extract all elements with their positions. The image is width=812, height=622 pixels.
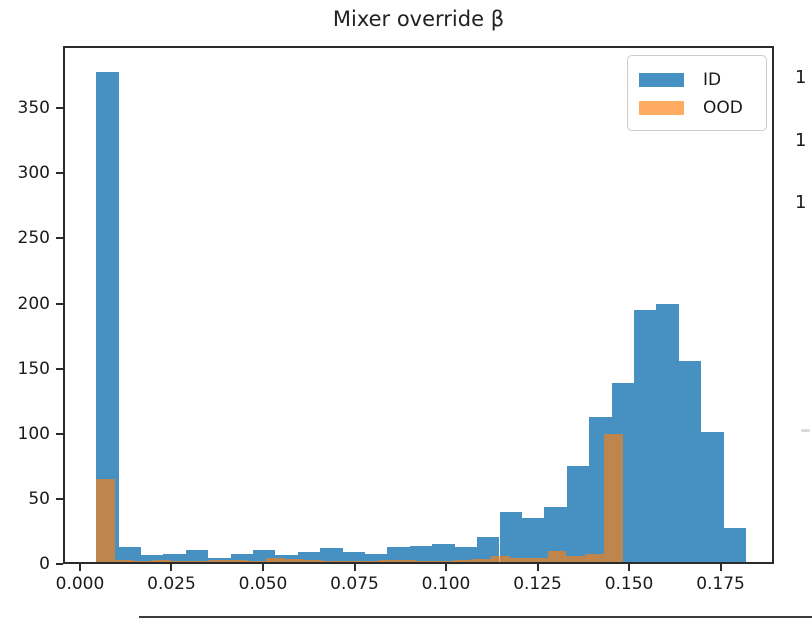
y-tick-label: 300	[17, 163, 50, 184]
y-tick-label: 350	[17, 98, 50, 119]
histogram-bar-id	[656, 303, 679, 564]
x-tick-mark	[445, 564, 448, 571]
x-tick-label: 0.025	[147, 574, 196, 594]
cropped-neighbor-fragment	[801, 429, 810, 432]
histogram-bar-id	[185, 549, 209, 564]
bottom-separator-line	[139, 616, 812, 618]
histogram-bar-id	[566, 466, 590, 564]
legend-swatch-ood	[639, 101, 684, 115]
x-tick-label: 0.075	[330, 574, 379, 594]
histogram-bar-ood	[453, 560, 473, 564]
histogram-bar-ood	[227, 560, 247, 564]
y-tick-mark	[56, 432, 63, 435]
histogram-bar-ood	[265, 557, 285, 564]
y-tick-mark	[56, 367, 63, 370]
histogram-bar-id	[633, 310, 657, 564]
histogram-bar-ood	[96, 479, 116, 564]
histogram-bar-ood	[115, 560, 134, 564]
x-tick-mark	[170, 564, 173, 571]
histogram-bar-ood	[284, 558, 304, 564]
histogram-bar-id	[432, 544, 455, 564]
cropped-tick-label: 1	[795, 192, 807, 213]
histogram-bar-id	[544, 506, 567, 564]
y-tick-label: 0	[39, 554, 50, 574]
histogram-bar-ood	[472, 558, 492, 564]
histogram-bar-id	[499, 511, 522, 564]
histogram-bar-ood	[133, 561, 153, 564]
y-tick-mark	[56, 237, 63, 240]
chart-title: Mixer override β	[332, 7, 505, 31]
histogram-bar-ood	[321, 561, 341, 564]
y-tick-label: 150	[17, 358, 50, 379]
histogram-bar-ood	[209, 560, 228, 564]
histogram-bar-id	[342, 552, 366, 564]
histogram-bar-id	[678, 360, 702, 564]
x-tick-mark	[536, 564, 539, 571]
plot-area	[63, 46, 774, 564]
cropped-tick-label: 1	[795, 130, 807, 151]
y-tick-mark	[56, 107, 63, 110]
y-tick-mark	[56, 563, 63, 565]
histogram-bar-id	[230, 553, 254, 564]
histogram-bar-id	[320, 548, 343, 564]
x-tick-label: 0.125	[513, 574, 562, 594]
histogram-bar-id	[387, 547, 410, 564]
histogram-bar-ood	[566, 556, 586, 564]
histogram-bar-ood	[359, 561, 379, 564]
legend: ID OOD	[627, 55, 767, 131]
legend-item-id: ID	[639, 66, 766, 94]
x-tick-label: 0.050	[238, 574, 288, 594]
histogram-bar-ood	[547, 550, 567, 564]
histogram-bar-ood	[303, 560, 322, 564]
histogram-bar-id	[141, 554, 164, 564]
x-tick-mark	[353, 564, 356, 571]
histogram-bar-id	[521, 518, 545, 564]
y-tick-label: 250	[17, 228, 50, 249]
histogram-bar-ood	[171, 561, 191, 564]
x-tick-mark	[78, 564, 81, 571]
histogram-bar-id	[118, 547, 142, 564]
histogram-bar-ood	[378, 560, 398, 564]
histogram-bar-ood	[152, 560, 172, 564]
y-tick-label: 100	[17, 423, 50, 444]
histogram-bar-ood	[509, 557, 529, 564]
y-tick-label: 200	[17, 293, 50, 314]
x-tick-mark	[628, 564, 631, 571]
x-tick-mark	[262, 564, 264, 571]
histogram-bar-ood	[397, 560, 416, 564]
histogram-bar-ood	[528, 557, 548, 564]
x-tick-label: 0.175	[696, 574, 745, 594]
legend-label-id: ID	[703, 70, 722, 90]
y-tick-label: 50	[28, 488, 50, 509]
histogram-bar-id	[701, 432, 724, 564]
legend-label-ood: OOD	[703, 98, 743, 118]
histogram-bar-id	[723, 527, 746, 564]
histogram-bar-ood	[585, 553, 604, 564]
histogram-bar-id	[454, 547, 478, 564]
histogram-bar-ood	[491, 556, 510, 564]
histogram-bar-id	[163, 553, 186, 564]
histogram-bar-ood	[603, 433, 623, 564]
x-tick-mark	[719, 564, 722, 571]
y-tick-mark	[56, 497, 63, 500]
histogram-bar-id	[96, 71, 119, 564]
legend-swatch-id	[639, 73, 684, 87]
histogram-bar-id	[409, 545, 433, 564]
x-tick-label: 0.000	[55, 574, 105, 594]
x-tick-label: 0.150	[604, 574, 654, 594]
cropped-tick-label: 1	[795, 67, 807, 88]
histogram-bar-id	[297, 552, 321, 564]
histogram-bar-ood	[340, 561, 360, 564]
x-tick-label: 0.100	[421, 574, 471, 594]
histogram-bar-id	[365, 553, 388, 564]
y-tick-mark	[56, 302, 63, 305]
legend-item-ood: OOD	[639, 94, 766, 122]
histogram-bar-ood	[190, 561, 210, 564]
y-tick-mark	[56, 172, 63, 175]
histogram-bar-ood	[415, 561, 435, 564]
